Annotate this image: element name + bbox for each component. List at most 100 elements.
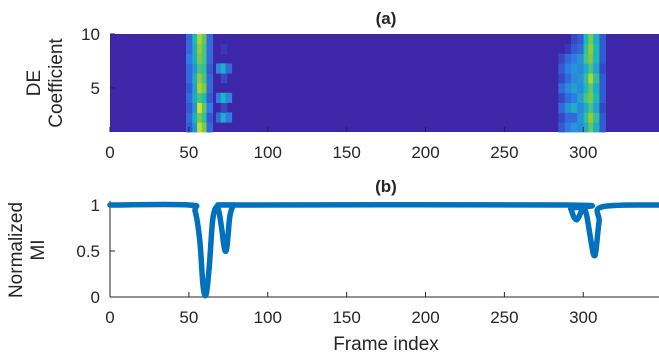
heatmap-cell xyxy=(220,63,228,74)
heatmap-cell xyxy=(577,112,584,123)
heatmap-cell xyxy=(225,112,233,123)
heatmap-cell xyxy=(599,63,606,74)
heatmap-ylabel-line2: Coefficient xyxy=(46,38,67,128)
heatmap-cell xyxy=(206,73,214,84)
heatmap-cell xyxy=(571,73,578,84)
heatmap-cell xyxy=(225,92,233,103)
heatmap-cell xyxy=(220,112,228,123)
line-y-ticks: 00.51 xyxy=(76,196,115,307)
line-x-tick-label: 250 xyxy=(490,308,518,327)
heatmap-cell xyxy=(192,43,199,54)
heatmap-cell xyxy=(220,102,228,113)
heatmap-cell xyxy=(558,73,565,84)
heatmap-cell xyxy=(599,122,606,133)
heatmap-cell xyxy=(206,63,214,74)
heatmap-cell xyxy=(192,122,199,133)
heatmap-ylabel-line1: DE xyxy=(24,70,45,96)
heatmap-y-ticks: 5 10 xyxy=(81,25,115,98)
heatmap-cell xyxy=(593,63,600,74)
line-x-tick-label: 100 xyxy=(254,308,282,327)
heatmap-cell xyxy=(599,102,606,113)
heatmap-cell xyxy=(599,112,606,123)
heatmap-cell xyxy=(206,43,214,54)
heatmap-x-ticks: 0 50 100 150 200 250 300 xyxy=(105,127,597,162)
heatmap-cell xyxy=(564,122,572,133)
heatmap-cell xyxy=(201,34,209,45)
heatmap-cell xyxy=(201,122,209,133)
heatmap-cell xyxy=(577,83,584,94)
heatmap-cell xyxy=(588,73,595,84)
heatmap-cell xyxy=(186,102,193,113)
heatmap-cells xyxy=(186,34,606,133)
heatmap-cell xyxy=(192,34,199,45)
heatmap-cell xyxy=(201,43,209,54)
heatmap-cell xyxy=(197,102,204,113)
heatmap-cell xyxy=(583,53,591,64)
line-y-tick-label: 1 xyxy=(91,196,100,215)
heatmap-cell xyxy=(593,102,600,113)
line-x-tick-label: 300 xyxy=(569,308,597,327)
heatmap-cell xyxy=(583,92,591,103)
heatmap-cell xyxy=(558,92,565,103)
heatmap-cell xyxy=(599,53,606,64)
heatmap-cell xyxy=(197,73,204,84)
heatmap-cell xyxy=(588,34,595,45)
heatmap-cell xyxy=(197,122,204,133)
heatmap-cell xyxy=(197,53,204,64)
heatmap-cell xyxy=(571,34,578,45)
heatmap-cell xyxy=(206,53,214,64)
heatmap-cell xyxy=(577,73,584,84)
heatmap-cell xyxy=(583,43,591,54)
heatmap-cell xyxy=(206,112,214,123)
heatmap-cell xyxy=(571,43,578,54)
heatmap-cell xyxy=(201,112,209,123)
heatmap-cell xyxy=(192,63,199,74)
heatmap-cell xyxy=(588,102,595,113)
line-y-tick-label: 0 xyxy=(91,288,100,307)
heatmap-cell xyxy=(206,122,214,133)
heatmap-cell xyxy=(216,92,223,103)
line-x-tick-label: 0 xyxy=(105,308,114,327)
heatmap-cell xyxy=(593,43,600,54)
line-title: (b) xyxy=(375,177,397,196)
heatmap-cell xyxy=(216,63,223,74)
line-axes xyxy=(109,201,659,298)
heatmap-cell xyxy=(192,112,199,123)
heatmap-cell xyxy=(197,112,204,123)
heatmap-cell xyxy=(558,112,565,123)
line-x-tick-label: 150 xyxy=(332,308,360,327)
heatmap-cell xyxy=(564,92,572,103)
heatmap-cell xyxy=(583,102,591,113)
heatmap-cell xyxy=(558,102,565,113)
heatmap-cell xyxy=(201,63,209,74)
heatmap-cell xyxy=(201,102,209,113)
heatmap-cell xyxy=(558,53,565,64)
mi-series-line xyxy=(107,201,659,299)
heatmap-cell xyxy=(588,53,595,64)
heatmap-cell xyxy=(571,83,578,94)
line-ylabel-line1: Normalized xyxy=(6,202,27,298)
heatmap-cell xyxy=(583,73,591,84)
line-x-tick-label: 200 xyxy=(411,308,439,327)
heatmap-cell xyxy=(583,83,591,94)
line-xlabel: Frame index xyxy=(333,334,439,355)
heatmap-cell xyxy=(564,63,572,74)
heatmap-cell xyxy=(593,53,600,64)
heatmap-cell xyxy=(577,102,584,113)
heatmap-cell xyxy=(197,43,204,54)
heatmap-cell xyxy=(192,92,199,103)
heatmap-cell xyxy=(186,112,193,123)
heatmap-cell xyxy=(197,63,204,74)
heatmap-cell xyxy=(564,53,572,64)
heatmap-title: (a) xyxy=(376,9,397,28)
heatmap-cell xyxy=(577,53,584,64)
heatmap-cell xyxy=(206,102,214,113)
heatmap-cell xyxy=(201,73,209,84)
heatmap-cell xyxy=(564,43,572,54)
heatmap-cell xyxy=(220,73,228,84)
heatmap-cell xyxy=(564,112,572,123)
heatmap-x-tick-label: 200 xyxy=(411,143,439,162)
heatmap-cell xyxy=(577,34,584,45)
heatmap-cell xyxy=(577,122,584,133)
heatmap-cell xyxy=(583,34,591,45)
